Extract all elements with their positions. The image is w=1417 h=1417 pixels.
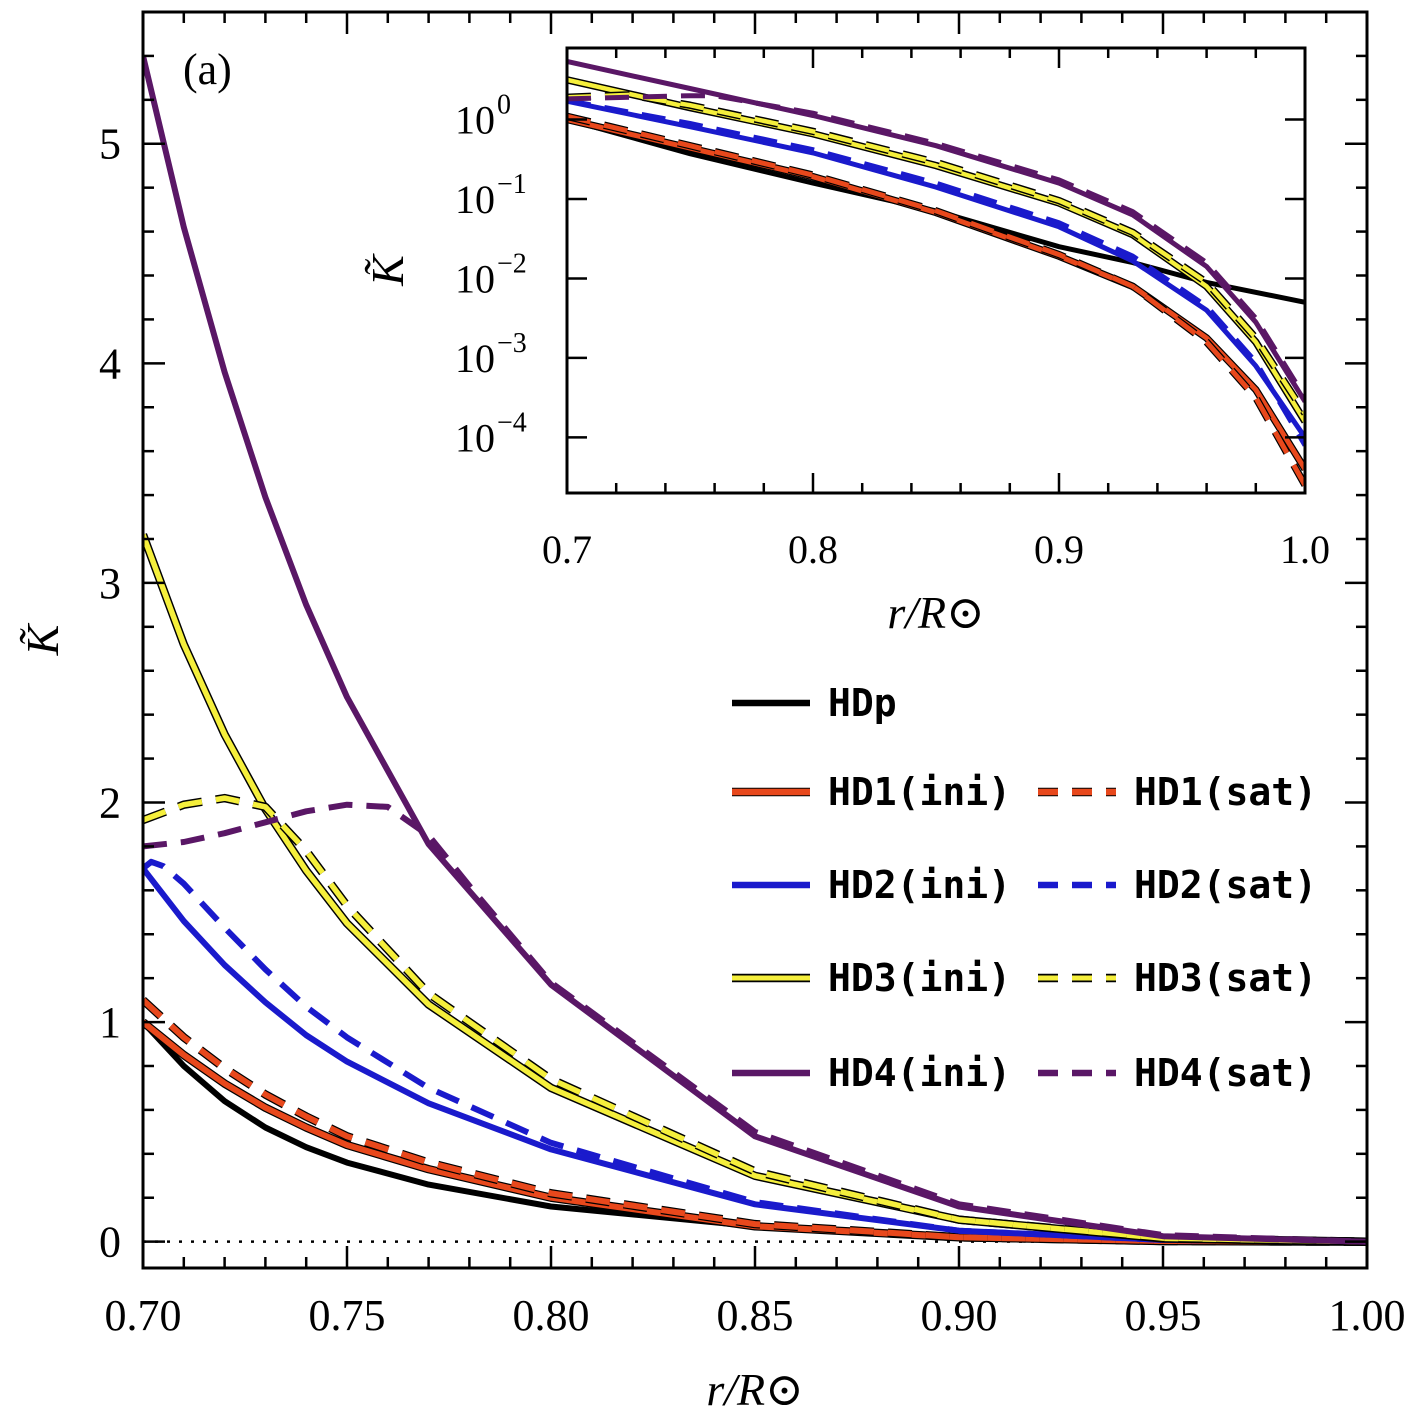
inset-ytick-label: 10 bbox=[455, 177, 495, 222]
main-ytick-label: 2 bbox=[99, 778, 121, 827]
inset-ylabel: K̃ bbox=[362, 253, 413, 287]
main-xtick-label: 0.90 bbox=[921, 1291, 998, 1340]
inset-xtick-label: 1.0 bbox=[1280, 527, 1330, 572]
main-ytick-label: 1 bbox=[99, 998, 121, 1047]
main-xtick-label: 0.80 bbox=[513, 1291, 590, 1340]
inset-series-3 bbox=[567, 98, 1305, 439]
main-ytick-label: 3 bbox=[99, 559, 121, 608]
main-series-1 bbox=[143, 1019, 1367, 1245]
inset-ytick-label: 10 bbox=[455, 415, 495, 460]
inset-ytick-exponent: −1 bbox=[497, 169, 527, 200]
inset-series-8 bbox=[567, 93, 1305, 399]
main-xtick-label: 1.00 bbox=[1329, 1291, 1406, 1340]
inset-ytick-label: 10 bbox=[455, 336, 495, 381]
main-series-2 bbox=[143, 997, 1367, 1245]
legend-item: HD2(sat) bbox=[1038, 863, 1317, 907]
legend-item: HD4(sat) bbox=[1038, 1051, 1317, 1095]
inset-xtick-label: 0.8 bbox=[788, 527, 838, 572]
panel-label: (a) bbox=[183, 45, 232, 94]
main-ytick-label: 0 bbox=[99, 1218, 121, 1267]
inset-ytick-label: 10 bbox=[455, 98, 495, 143]
legend-item: HD2(ini) bbox=[732, 863, 1011, 907]
legend-item: HDp bbox=[732, 681, 897, 725]
inset-xtick-label: 0.9 bbox=[1034, 527, 1084, 572]
legend-item: HD1(sat) bbox=[1038, 770, 1317, 814]
main-ytick-label: 4 bbox=[99, 339, 121, 388]
main-xtick-label: 0.85 bbox=[717, 1291, 794, 1340]
inset-series-2 bbox=[567, 113, 1305, 487]
legend-item: HD1(ini) bbox=[732, 770, 1011, 814]
main-xlabel: r/R⊙ bbox=[706, 1364, 803, 1415]
inset-ytick-exponent: −3 bbox=[497, 328, 527, 359]
legend-label: HD1(sat) bbox=[1134, 770, 1317, 814]
inset-xlabel: r/R⊙ bbox=[887, 587, 984, 638]
inset-xtick-label: 0.7 bbox=[542, 527, 592, 572]
inset-frame bbox=[565, 46, 1307, 495]
legend-label: HD4(sat) bbox=[1134, 1051, 1317, 1095]
main-xtick-label: 0.95 bbox=[1125, 1291, 1202, 1340]
main-panel: 0.70 0.75 0.80 0.85 0.90 0.95 1.00012345r/R⊙K̃… bbox=[17, 10, 1406, 1415]
legend-item: HD3(sat) bbox=[1038, 956, 1317, 1000]
legend-label: HDp bbox=[828, 681, 897, 725]
main-series-6 bbox=[143, 795, 1367, 1245]
main-series-group bbox=[143, 55, 1367, 1246]
main-ylabel: K̃ bbox=[17, 622, 68, 656]
legend-label: HD4(ini) bbox=[828, 1051, 1011, 1095]
legend: HDp HD1(ini) HD1(sat) HD2(ini) HD2(sat) HD3(i… bbox=[732, 681, 1317, 1095]
main-xtick-label: 0.70 bbox=[105, 1291, 182, 1340]
legend-item: HD4(ini) bbox=[732, 1051, 1011, 1095]
main-ytick-label: 5 bbox=[99, 120, 121, 169]
inset-series-group bbox=[567, 59, 1305, 487]
legend-item: HD3(ini) bbox=[732, 956, 1011, 1000]
legend-label: HD1(ini) bbox=[828, 770, 1011, 814]
main-series-8 bbox=[143, 801, 1367, 1245]
inset-ytick-exponent: 0 bbox=[497, 90, 511, 121]
inset-series-4 bbox=[567, 97, 1305, 447]
main-xtick-label: 0.75 bbox=[309, 1291, 386, 1340]
inset-ytick-exponent: −4 bbox=[497, 407, 527, 438]
legend-label: HD2(ini) bbox=[828, 863, 1011, 907]
legend-label: HD3(ini) bbox=[828, 956, 1011, 1000]
main-series-4 bbox=[143, 858, 1367, 1245]
legend-label: HD2(sat) bbox=[1134, 863, 1317, 907]
inset-series-6 bbox=[567, 92, 1305, 415]
inset-ytick-label: 10 bbox=[455, 256, 495, 301]
legend-label: HD3(sat) bbox=[1134, 956, 1317, 1000]
inset-ytick-exponent: −2 bbox=[497, 248, 527, 279]
